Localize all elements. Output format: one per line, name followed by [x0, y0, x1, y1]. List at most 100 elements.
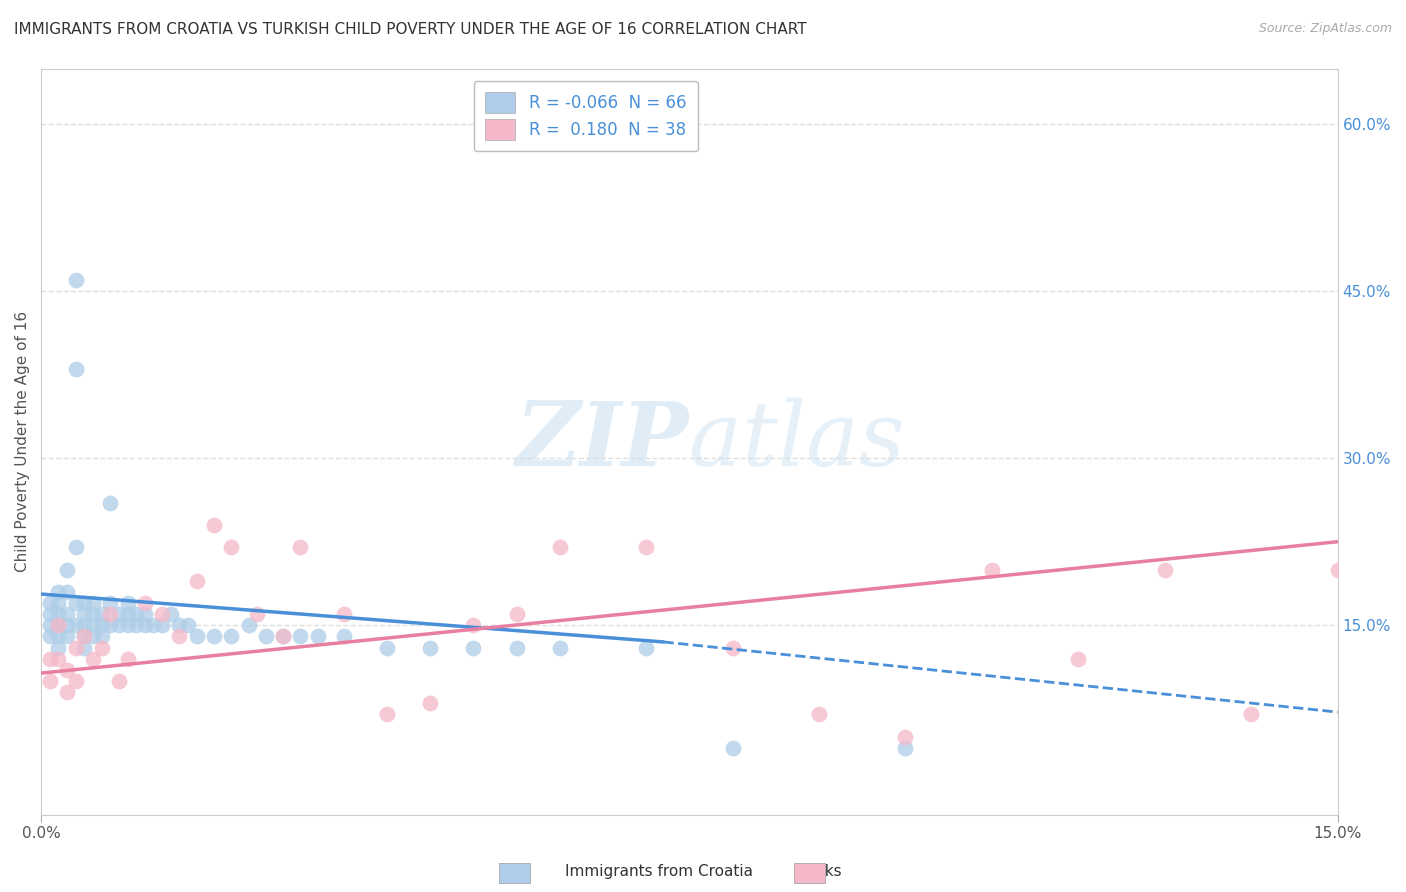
Point	[177, 618, 200, 632]
Point	[721, 740, 744, 755]
Point	[108, 607, 131, 621]
Point	[65, 362, 87, 376]
Point	[56, 629, 79, 643]
Point	[65, 640, 87, 655]
Point	[38, 607, 60, 621]
Point	[117, 618, 139, 632]
Point	[48, 607, 70, 621]
Point	[90, 640, 112, 655]
Point	[125, 618, 148, 632]
Point	[73, 629, 96, 643]
Point	[332, 629, 354, 643]
Point	[65, 618, 87, 632]
Point	[90, 618, 112, 632]
Legend: R = -0.066  N = 66, R =  0.180  N = 38: R = -0.066 N = 66, R = 0.180 N = 38	[474, 80, 697, 152]
Point	[894, 740, 917, 755]
Point	[150, 607, 173, 621]
Text: Source: ZipAtlas.com: Source: ZipAtlas.com	[1258, 22, 1392, 36]
Point	[202, 518, 225, 533]
Point	[82, 607, 104, 621]
Point	[636, 541, 658, 555]
Point	[169, 618, 191, 632]
Point	[134, 596, 156, 610]
Point	[290, 541, 312, 555]
Text: Immigrants from Croatia          Turks: Immigrants from Croatia Turks	[565, 863, 841, 879]
Point	[219, 629, 242, 643]
Point	[1326, 563, 1348, 577]
Point	[463, 618, 485, 632]
Point	[82, 629, 104, 643]
Point	[721, 640, 744, 655]
Y-axis label: Child Poverty Under the Age of 16: Child Poverty Under the Age of 16	[15, 311, 30, 572]
Point	[48, 651, 70, 665]
Point	[48, 629, 70, 643]
Point	[117, 607, 139, 621]
Point	[82, 596, 104, 610]
Point	[246, 607, 269, 621]
Point	[90, 607, 112, 621]
Point	[808, 707, 831, 722]
Point	[419, 696, 441, 710]
Point	[73, 640, 96, 655]
Point	[98, 596, 121, 610]
Point	[202, 629, 225, 643]
Point	[134, 618, 156, 632]
Point	[505, 640, 527, 655]
Point	[56, 607, 79, 621]
Point	[150, 618, 173, 632]
Point	[1153, 563, 1175, 577]
Point	[38, 618, 60, 632]
Point	[134, 607, 156, 621]
Point	[271, 629, 294, 643]
Point	[254, 629, 277, 643]
Point	[980, 563, 1002, 577]
Point	[65, 673, 87, 688]
Point	[56, 663, 79, 677]
Point	[38, 629, 60, 643]
Point	[98, 618, 121, 632]
Text: atlas: atlas	[689, 398, 905, 485]
Text: ZIP: ZIP	[516, 398, 689, 484]
Point	[73, 629, 96, 643]
Point	[98, 607, 121, 621]
Point	[505, 607, 527, 621]
Point	[56, 563, 79, 577]
Point	[38, 673, 60, 688]
Point	[38, 596, 60, 610]
Point	[125, 607, 148, 621]
Point	[375, 640, 398, 655]
Point	[73, 596, 96, 610]
Point	[290, 629, 312, 643]
Point	[159, 607, 181, 621]
Point	[108, 618, 131, 632]
Point	[98, 496, 121, 510]
Point	[419, 640, 441, 655]
Point	[169, 629, 191, 643]
Point	[463, 640, 485, 655]
Point	[894, 730, 917, 744]
Point	[73, 607, 96, 621]
Point	[48, 618, 70, 632]
Point	[186, 574, 208, 588]
Point	[117, 596, 139, 610]
Point	[48, 596, 70, 610]
Point	[56, 584, 79, 599]
Point	[90, 629, 112, 643]
Point	[1240, 707, 1263, 722]
Point	[271, 629, 294, 643]
Point	[186, 629, 208, 643]
Point	[307, 629, 329, 643]
Point	[48, 640, 70, 655]
Point	[117, 651, 139, 665]
Point	[65, 541, 87, 555]
Point	[82, 618, 104, 632]
Point	[375, 707, 398, 722]
Point	[48, 584, 70, 599]
Point	[332, 607, 354, 621]
Point	[238, 618, 260, 632]
Point	[548, 640, 571, 655]
Point	[142, 618, 165, 632]
Point	[219, 541, 242, 555]
Point	[82, 651, 104, 665]
Point	[1067, 651, 1090, 665]
